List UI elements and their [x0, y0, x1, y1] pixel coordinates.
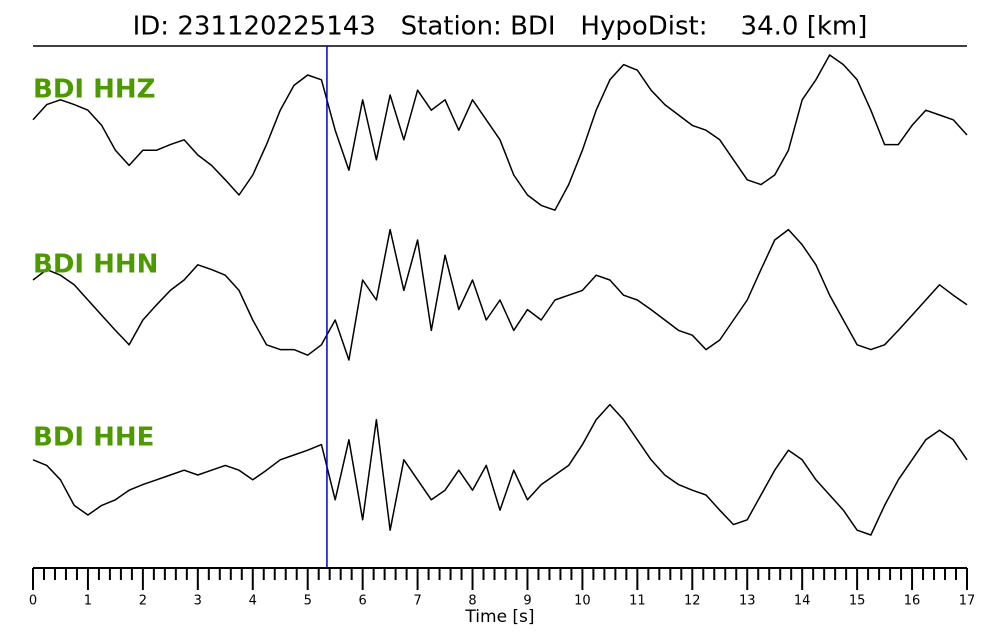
trace	[32, 403, 968, 536]
x-tick-label: 14	[794, 594, 811, 609]
x-tick-label: 10	[574, 594, 591, 609]
chart-title: ID: 231120225143 Station: BDI HypoDist: …	[133, 12, 868, 42]
x-tick-label: 15	[849, 594, 866, 609]
x-tick-label: 12	[684, 594, 701, 609]
x-tick-label: 17	[959, 594, 976, 609]
x-tick-label: 7	[413, 594, 421, 609]
x-axis-label: Time [s]	[464, 607, 534, 627]
x-tick-label: 0	[29, 594, 37, 609]
x-tick-label: 11	[629, 594, 646, 609]
trace-label: BDI HHZ	[33, 75, 156, 105]
x-tick-label: 8	[468, 594, 476, 609]
x-tick-label: 1	[84, 594, 92, 609]
x-tick-label: 13	[739, 594, 756, 609]
x-tick-label: 3	[194, 594, 202, 609]
trace	[32, 54, 968, 211]
x-tick-label: 6	[359, 594, 367, 609]
x-tick-label: 2	[139, 594, 147, 609]
x-tick-label: 5	[304, 594, 312, 609]
x-tick-label: 16	[904, 594, 921, 609]
trace-label: BDI HHN	[33, 250, 158, 280]
x-tick-label: 4	[249, 594, 257, 609]
trace-label: BDI HHE	[33, 423, 154, 453]
x-tick-label: 9	[523, 594, 531, 609]
trace	[32, 228, 968, 361]
